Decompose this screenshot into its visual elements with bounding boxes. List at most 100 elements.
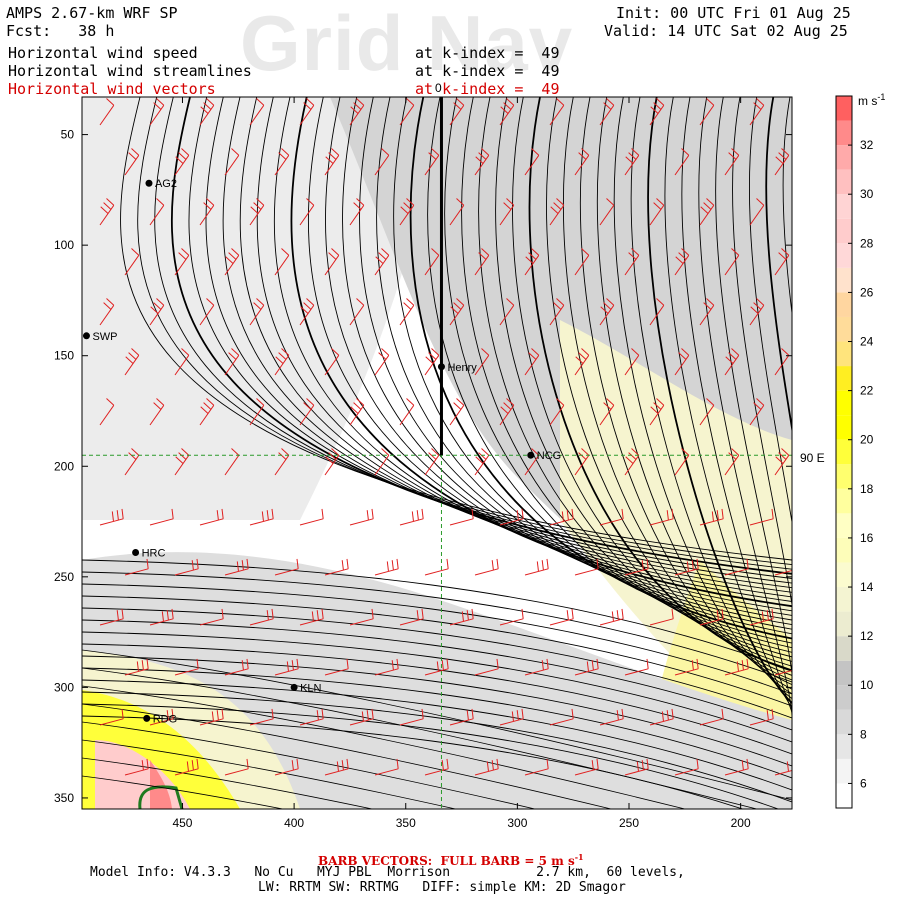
barb-flag [175, 156, 184, 164]
wind-barb [424, 758, 449, 776]
streamline [427, 97, 792, 644]
barb-shaft [399, 205, 415, 226]
barb-flag [506, 198, 515, 206]
barb-flag [325, 156, 334, 164]
barb-shaft [149, 405, 165, 426]
wind-barb [624, 758, 649, 776]
barb-shaft [324, 255, 340, 276]
barb-flag [221, 608, 224, 619]
streamline-zonal [82, 703, 780, 809]
barb-shaft [274, 455, 290, 476]
barb-flag [125, 356, 134, 364]
barb-flag [200, 106, 209, 114]
barb-shaft [524, 255, 540, 276]
barb-flag [253, 202, 262, 210]
wind-barb [474, 248, 490, 276]
wind-barb [99, 398, 115, 426]
barb-flag [400, 206, 409, 214]
barb-flag [496, 558, 499, 569]
barb-shaft [624, 568, 649, 576]
barb-flag [536, 561, 539, 572]
wind-barb [549, 398, 565, 426]
wind-barb [349, 398, 365, 426]
barb-flag [325, 456, 334, 464]
barb-flag [531, 348, 540, 356]
wind-barb [149, 608, 174, 626]
barb-flag [386, 561, 389, 572]
barb-shaft [499, 618, 524, 626]
barb-flag [628, 152, 637, 160]
wind-barb [524, 558, 549, 576]
streamline-zonal [82, 715, 744, 809]
wind-barb [399, 398, 415, 426]
barb-shaft [774, 569, 792, 576]
barb-flag [181, 448, 190, 456]
barb-flag [196, 758, 199, 769]
barb-flag [731, 148, 740, 156]
wind-barb [749, 398, 765, 426]
barb-flag [756, 298, 765, 306]
barb-note: BARB VECTORS: FULL BARB = 5 m s-1 [318, 852, 584, 868]
wind-barb [474, 758, 499, 776]
barb-flag [331, 148, 340, 156]
wind-barb [149, 708, 174, 726]
streamline-zonal [82, 607, 792, 719]
streamline [546, 97, 792, 676]
barb-shaft [199, 518, 224, 526]
wind-barb [724, 148, 740, 176]
barb-flag [131, 448, 140, 456]
barb-shaft [599, 305, 615, 326]
barb-shaft [399, 518, 424, 526]
wind-barb [374, 148, 390, 176]
barb-flag [453, 402, 462, 410]
wind-barb [424, 448, 440, 476]
barb-flag [600, 306, 609, 314]
barb-flag [636, 761, 639, 772]
barb-shaft [649, 718, 674, 726]
colorbar-label: 6 [860, 776, 867, 790]
barb-flag [756, 98, 765, 106]
streamline-zonal [82, 631, 792, 743]
colorbar-label: 20 [860, 433, 874, 447]
model-info: Model Info: V4.3.3 No Cu MYJ PBL Morriso… [90, 865, 685, 880]
streamline-coastal [82, 775, 285, 809]
barb-shaft [424, 568, 449, 576]
barb-flag [503, 102, 512, 110]
barb-shaft [549, 618, 574, 626]
wind-barb [699, 198, 715, 226]
wind-barb [124, 348, 140, 376]
barb-flag [703, 302, 712, 310]
barb-flag [578, 452, 587, 460]
plot-frame [81, 96, 793, 810]
barb-flag [156, 298, 165, 306]
barb-shaft [649, 618, 674, 626]
wind-barb [774, 760, 792, 776]
x-tick-label: 350 [396, 816, 416, 830]
streamline [630, 97, 792, 699]
wind-barb [299, 298, 315, 326]
streamline-coastal [82, 685, 687, 809]
barb-flag [356, 298, 365, 306]
barb-flag [596, 658, 599, 669]
barb-flag [521, 608, 524, 619]
colorbar-bin [836, 513, 852, 538]
barb-flag [731, 348, 740, 356]
barb-shaft [724, 568, 749, 576]
wind-barb [299, 708, 324, 726]
wind-barb [499, 98, 515, 126]
wind-barb [474, 148, 490, 176]
barb-flag [321, 708, 324, 719]
barb-shaft [624, 255, 640, 276]
wind-barb [549, 298, 565, 326]
streamline [613, 97, 792, 695]
barb-shaft [774, 155, 790, 176]
barb-shaft [749, 405, 765, 426]
barb-shaft [624, 355, 640, 376]
wind-barb [524, 448, 540, 476]
barb-flag [186, 761, 189, 772]
barb-flag [156, 398, 165, 406]
wind-barb [149, 398, 165, 426]
colorbar-bin [836, 685, 852, 710]
barb-shaft [374, 768, 399, 776]
barb-shaft [274, 768, 299, 776]
